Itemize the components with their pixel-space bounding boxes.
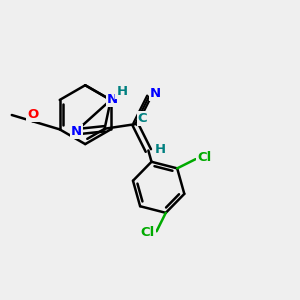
Text: N: N [106, 93, 118, 106]
Text: O: O [27, 108, 39, 122]
Text: H: H [116, 85, 128, 98]
Text: N: N [71, 125, 82, 138]
Text: Cl: Cl [141, 226, 155, 239]
Text: N: N [150, 87, 161, 100]
Text: Cl: Cl [197, 151, 212, 164]
Text: C: C [138, 112, 147, 125]
Text: H: H [154, 142, 166, 155]
